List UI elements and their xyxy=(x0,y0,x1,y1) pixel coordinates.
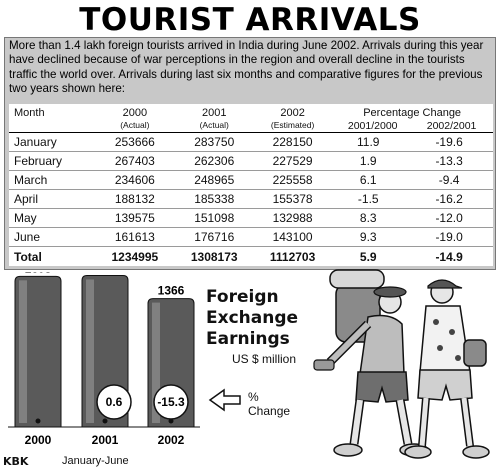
cell-y2000: 1234995 xyxy=(95,246,175,266)
cell-p2: -14.9 xyxy=(405,246,493,266)
header-month: Month xyxy=(9,104,96,133)
category-label: 2001 xyxy=(92,433,119,447)
intro-text: More than 1.4 lakh foreign tourists arri… xyxy=(9,39,484,95)
cell-y2002: 228150 xyxy=(253,132,332,153)
cell-p1: 1.9 xyxy=(331,151,406,172)
cell-month: February xyxy=(9,151,96,172)
cell-p2: -19.6 xyxy=(405,132,493,153)
bar-highlight xyxy=(19,280,27,423)
bar-base-dot xyxy=(168,418,174,424)
percent-change-label: % Change xyxy=(248,390,291,418)
header-percentage-title: Percentage Change xyxy=(363,107,462,119)
table-row: April 188132 185338 155378 -1.5 -16.2 xyxy=(9,189,493,210)
cell-month: April xyxy=(9,189,96,210)
cell-y2001: 151098 xyxy=(174,208,254,229)
header-pct-2002-2001: 2002/2001 xyxy=(426,120,477,132)
cell-y2000: 161613 xyxy=(95,227,175,248)
header-2001-sub: (Actual) xyxy=(199,120,229,130)
bar-base-dot xyxy=(35,418,41,424)
category-label: 2000 xyxy=(25,433,52,447)
cell-month: January xyxy=(9,132,96,153)
cell-y2002: 132988 xyxy=(253,208,332,229)
cell-y2002: 225558 xyxy=(253,170,332,191)
percent-change-value: -15.3 xyxy=(157,395,185,409)
cell-y2001: 176716 xyxy=(174,227,254,248)
header-2001-year: 2001 xyxy=(201,107,227,119)
header-2002: 2002 (Estimated) xyxy=(253,104,332,133)
cell-p2: -9.4 xyxy=(405,170,493,191)
cell-p1: 5.9 xyxy=(331,246,406,266)
table-row: March 234606 248965 225558 6.1 -9.4 xyxy=(9,170,493,191)
cell-y2002: 227529 xyxy=(253,151,332,172)
chart-period: January-June xyxy=(62,455,129,467)
cell-y2001: 262306 xyxy=(174,151,254,172)
earnings-bar-chart: 1603 2000 1612 2001 1366 2002 0.6 -15.3 xyxy=(8,272,241,447)
cell-p2: -13.3 xyxy=(405,151,493,172)
cell-y2001: 185338 xyxy=(174,189,254,210)
chart-unit: US $ million xyxy=(232,352,297,366)
header-pct-2001-2000: 2001/2000 xyxy=(347,120,398,132)
cell-y2001: 283750 xyxy=(174,132,254,153)
header-2002-sub: (Estimated) xyxy=(270,120,315,130)
cell-p2: -16.2 xyxy=(405,189,493,210)
header-2000-year: 2000 xyxy=(122,107,148,119)
table-row: May 139575 151098 132988 8.3 -12.0 xyxy=(9,208,493,229)
chart-title-text: Foreign Exchange Earnings xyxy=(206,287,299,349)
header-percentage: Percentage Change 2001/2000 2002/2001 xyxy=(331,104,493,133)
cell-month: Total xyxy=(9,246,96,266)
cell-p1: 6.1 xyxy=(331,170,406,191)
page-title: TOURIST ARRIVALS xyxy=(79,2,421,38)
cell-y2001: 1308173 xyxy=(174,246,254,266)
cell-p2: -12.0 xyxy=(405,208,493,229)
category-label: 2002 xyxy=(158,433,185,447)
header-percentage-subcols: 2001/2000 2002/2001 xyxy=(333,120,491,132)
bar-value-label: 1366 xyxy=(158,284,185,298)
cell-p1: -1.5 xyxy=(331,189,406,210)
bar-base-dot xyxy=(102,418,108,424)
cell-y2002: 155378 xyxy=(253,189,332,210)
cell-y2000: 234606 xyxy=(95,170,175,191)
percent-change-circle xyxy=(96,384,132,420)
table-row: February 267403 262306 227529 1.9 -13.3 xyxy=(9,151,493,172)
cell-p2: -19.0 xyxy=(405,227,493,248)
cell-p1: 11.9 xyxy=(331,132,406,153)
cell-y2000: 267403 xyxy=(95,151,175,172)
tourists-illustration xyxy=(313,269,490,459)
table-body: January 253666 283750 228150 11.9 -19.6 Februa… xyxy=(9,132,493,266)
percent-change-circle xyxy=(153,384,189,420)
table-total-row: Total 1234995 1308173 1112703 5.9 -14.9 xyxy=(9,246,493,266)
header-2002-year: 2002 xyxy=(280,107,305,119)
cell-month: May xyxy=(9,208,96,229)
cell-y2000: 188132 xyxy=(95,189,175,210)
bar-value-label: 1612 xyxy=(92,272,119,274)
chart-title: Foreign Exchange Earnings xyxy=(206,287,316,350)
bar-highlight xyxy=(152,302,160,423)
table-row: June 161613 176716 143100 9.3 -19.0 xyxy=(9,227,493,248)
cell-y2000: 253666 xyxy=(95,132,175,153)
cell-y2002: 1112703 xyxy=(253,246,332,266)
table-row: January 253666 283750 228150 11.9 -19.6 xyxy=(9,132,493,153)
cell-month: March xyxy=(9,170,96,191)
percent-change-value: 0.6 xyxy=(106,395,123,409)
header-2000: 2000 (Actual) xyxy=(95,104,175,133)
cell-p1: 8.3 xyxy=(331,208,406,229)
header-2000-sub: (Actual) xyxy=(120,120,150,130)
backpacker-figure xyxy=(313,269,429,457)
cell-y2000: 139575 xyxy=(95,208,175,229)
arrow-left-icon xyxy=(208,388,241,412)
cell-p1: 9.3 xyxy=(331,227,406,248)
tourist-with-camera-figure xyxy=(404,279,490,459)
header-2001: 2001 (Actual) xyxy=(174,104,254,133)
credit-text: KBK xyxy=(3,455,29,468)
bar-value-label: 1603 xyxy=(25,272,52,275)
arrivals-table: Month 2000 (Actual) 2001 (Actual) 2002 (Est… xyxy=(9,104,493,266)
cell-y2001: 248965 xyxy=(174,170,254,191)
table-header-row: Month 2000 (Actual) 2001 (Actual) 2002 (Est… xyxy=(9,104,493,133)
bar-highlight xyxy=(86,279,94,423)
cell-month: June xyxy=(9,227,96,248)
cell-y2002: 143100 xyxy=(253,227,332,248)
